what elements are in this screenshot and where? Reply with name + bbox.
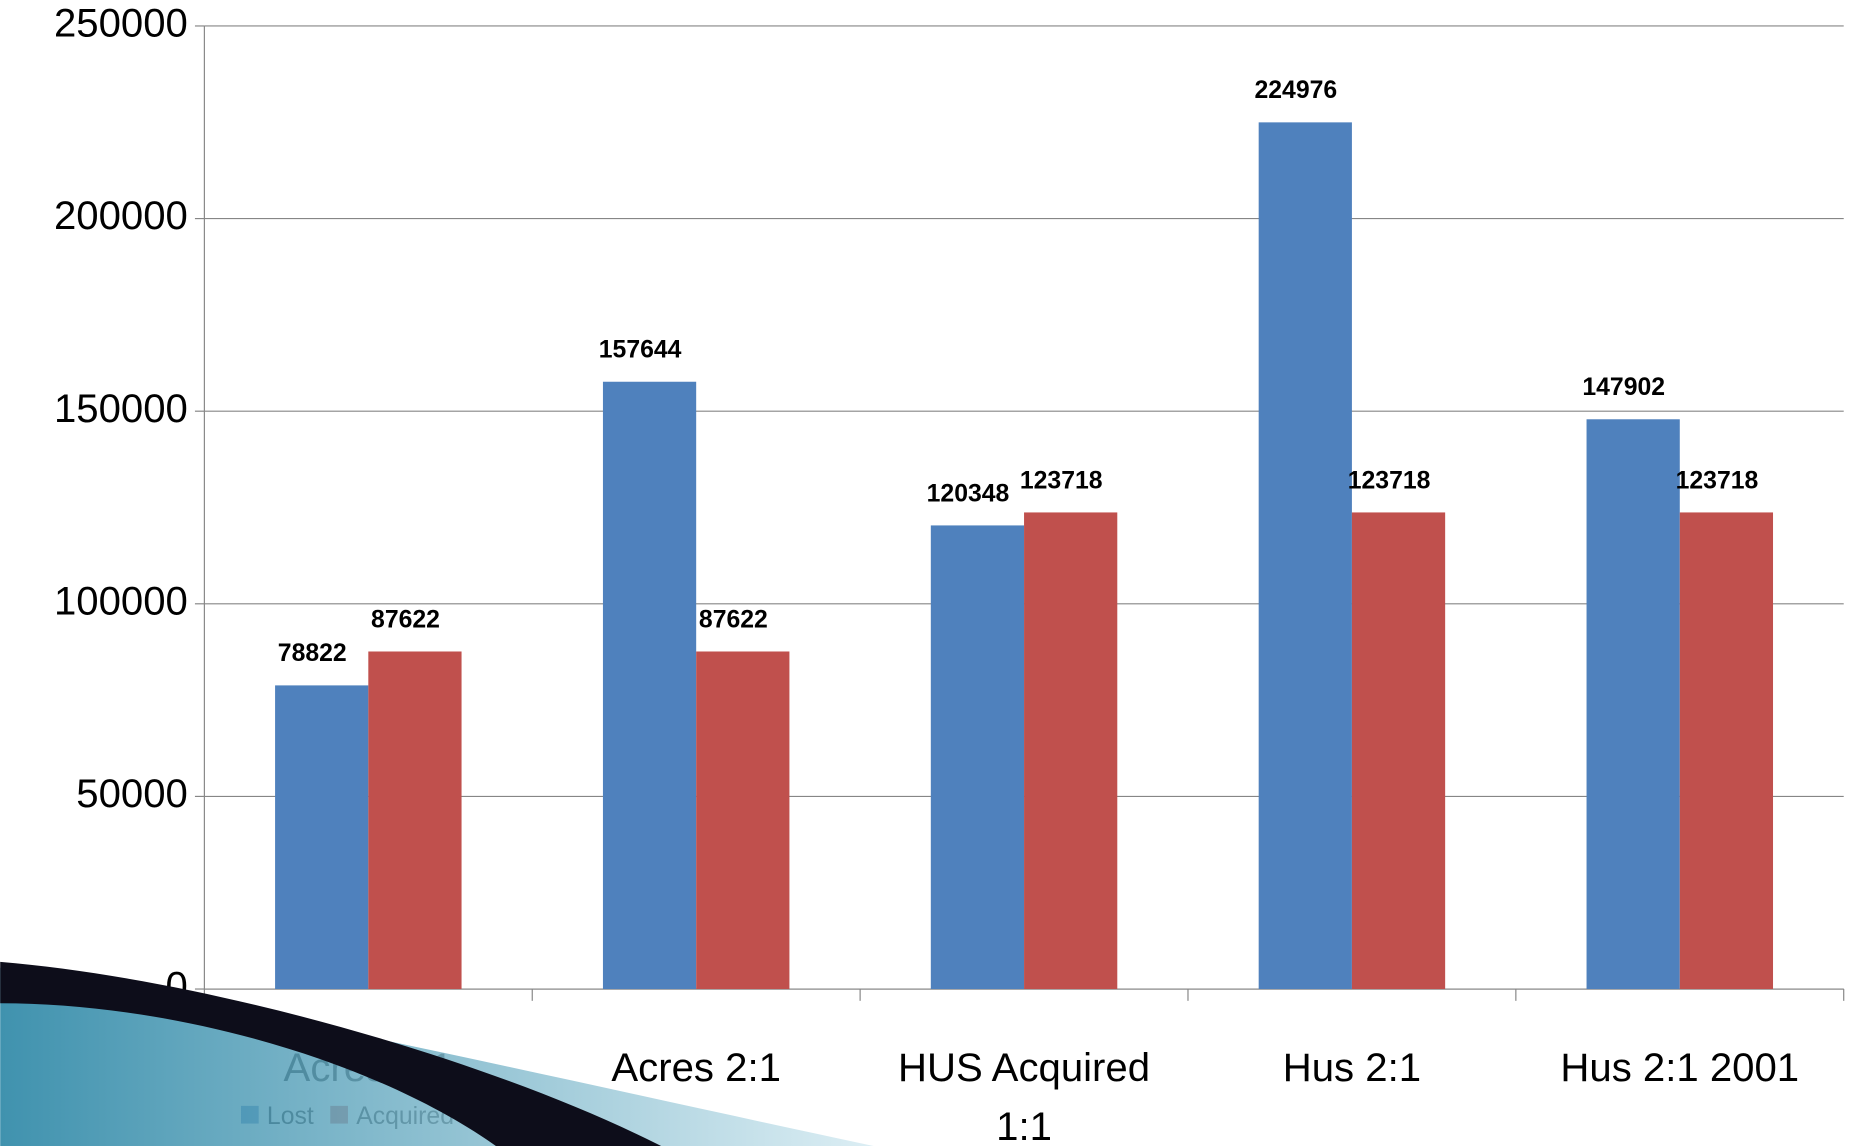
bar bbox=[1258, 122, 1352, 990]
value-label: 120348 bbox=[927, 480, 1010, 507]
value-label: 123718 bbox=[1676, 467, 1759, 494]
bar bbox=[930, 525, 1025, 990]
x-tick-label: Hus 2:1 bbox=[1282, 1045, 1422, 1091]
x-tick-label-box: Hus 2:1 2001 bbox=[1560, 1045, 1800, 1091]
value-label: 87622 bbox=[699, 606, 768, 633]
x-tick-label: Acres 2:1 bbox=[611, 1045, 781, 1091]
bar bbox=[1586, 419, 1680, 990]
value-label: 123718 bbox=[1020, 467, 1103, 494]
value-label: 147902 bbox=[1582, 374, 1665, 401]
bar bbox=[368, 651, 462, 990]
bar bbox=[1024, 512, 1118, 990]
bar bbox=[696, 651, 790, 990]
bar bbox=[1351, 512, 1446, 990]
value-label: 224976 bbox=[1255, 77, 1338, 104]
swoosh-dark bbox=[0, 961, 662, 1146]
y-tick-label: 250000 bbox=[54, 1, 188, 46]
y-tick-label: 200000 bbox=[54, 193, 188, 238]
y-tick-label: 50000 bbox=[76, 771, 188, 816]
y-tick-label: 150000 bbox=[54, 386, 188, 431]
x-tick-label-box: Hus 2:1 bbox=[1282, 1045, 1422, 1091]
bar bbox=[1679, 512, 1774, 990]
x-tick-label-box: HUS Acquired 1:1 bbox=[898, 1045, 1151, 1146]
bar bbox=[602, 381, 697, 990]
value-label: 157644 bbox=[599, 337, 682, 364]
x-tick-label: HUS Acquired 1:1 bbox=[898, 1045, 1151, 1146]
x-tick-label-box: Acres 2:1 bbox=[611, 1045, 781, 1091]
y-tick-label: 100000 bbox=[54, 578, 188, 623]
value-label: 123718 bbox=[1348, 467, 1431, 494]
value-label: 78822 bbox=[278, 640, 347, 667]
x-tick-label: Hus 2:1 2001 bbox=[1560, 1045, 1800, 1091]
value-label: 87622 bbox=[371, 606, 440, 633]
bar bbox=[275, 685, 369, 990]
